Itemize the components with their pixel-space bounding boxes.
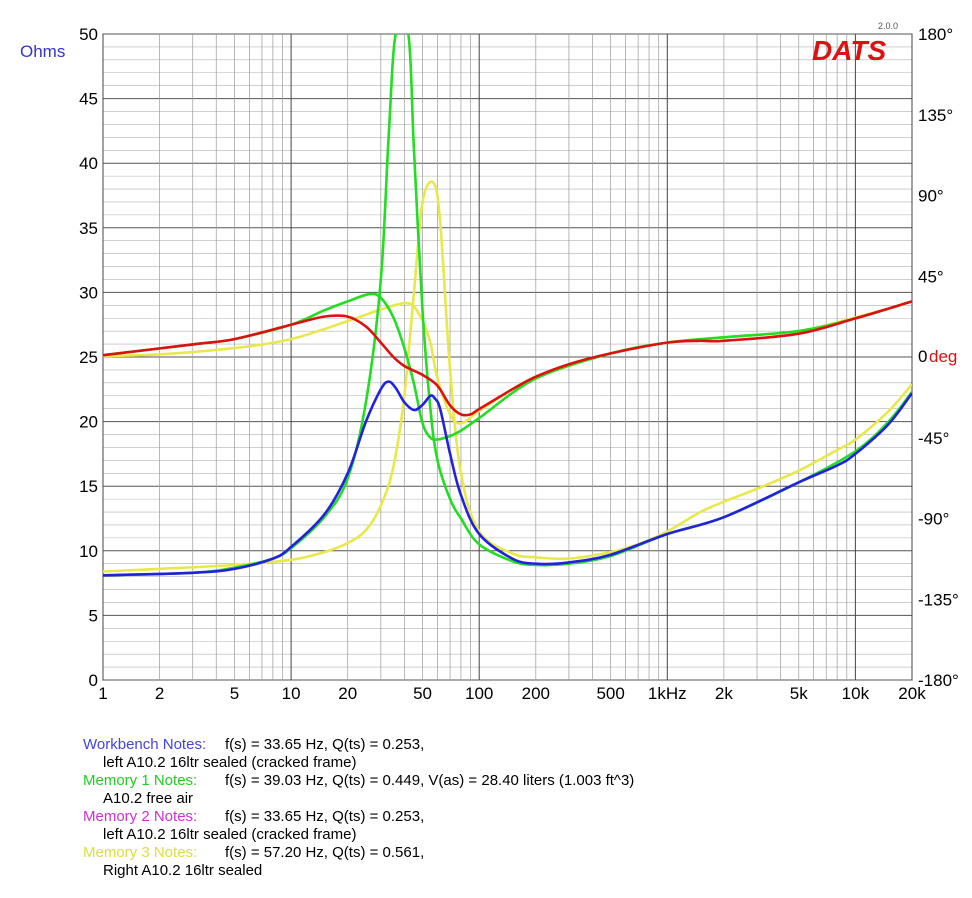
workbench-notes: Workbench Notes: f(s) = 33.65 Hz, Q(ts) =…	[83, 736, 634, 754]
grid	[102, 33, 913, 681]
y-right-tick-label: -180°	[918, 671, 959, 690]
y-right-tick-label: -135°	[918, 590, 959, 609]
left-axis-unit-label: Ohms	[20, 42, 65, 61]
right-axis-zero-label: 0	[918, 347, 927, 366]
y-right-tick-label: 45°	[918, 267, 944, 286]
y-left-tick-label: 50	[79, 25, 98, 44]
memory-1-notes-value: f(s) = 39.03 Hz, Q(ts) = 0.449, V(as) = …	[225, 772, 635, 789]
x-tick-label: 1kHz	[648, 684, 687, 703]
memory-1-notes: Memory 1 Notes: f(s) = 39.03 Hz, Q(ts) = …	[83, 772, 634, 790]
memory-3-notes-label: Memory 3 Notes:	[83, 844, 198, 861]
y-left-tick-label: 25	[79, 348, 98, 367]
y-left-tick-label: 5	[89, 606, 98, 625]
y-right-tick-label: -90°	[918, 510, 949, 529]
right-axis-unit-label: deg	[929, 347, 957, 366]
y-left-tick-label: 45	[79, 90, 98, 109]
workbench-notes-label: Workbench Notes:	[83, 736, 207, 753]
x-tick-label: 5	[230, 684, 239, 703]
y-left-tick-label: 35	[79, 219, 98, 238]
y-left-tick-label: 30	[79, 283, 98, 302]
y-right-tick-label: 135°	[918, 106, 953, 125]
memory-3-notes-sub: Right A10.2 16ltr sealed	[103, 862, 263, 879]
logo-version: 2.0.0	[878, 21, 898, 31]
series-line-5	[103, 300, 912, 417]
x-tick-label: 1	[98, 684, 107, 703]
x-tick-label: 5k	[790, 684, 808, 703]
memory-2-notes-sub: left A10.2 16ltr sealed (cracked frame)	[103, 826, 357, 843]
memory-2-notes-label: Memory 2 Notes:	[83, 808, 198, 825]
x-tick-label: 20	[338, 684, 357, 703]
memory-2-notes-value: f(s) = 33.65 Hz, Q(ts) = 0.253,	[225, 808, 425, 825]
memory-2-notes: Memory 2 Notes: f(s) = 33.65 Hz, Q(ts) = …	[83, 808, 634, 826]
y-right-tick-label: 90°	[918, 187, 944, 206]
series-line-0	[103, 180, 912, 573]
memory-3-notes-value: f(s) = 57.20 Hz, Q(ts) = 0.561,	[225, 844, 425, 861]
memory-3-notes: Memory 3 Notes: f(s) = 57.20 Hz, Q(ts) = …	[83, 844, 634, 862]
x-tick-label: 50	[413, 684, 432, 703]
series-line-4	[103, 380, 912, 577]
workbench-notes-value: f(s) = 33.65 Hz, Q(ts) = 0.253,	[225, 736, 425, 753]
x-tick-label: 10	[282, 684, 301, 703]
y-left-tick-label: 40	[79, 154, 98, 173]
y-right-tick-label: 180°	[918, 25, 953, 44]
x-tick-label: 20k	[898, 684, 926, 703]
x-tick-label: 500	[596, 684, 624, 703]
y-left-tick-label: 10	[79, 542, 98, 561]
dats-logo: DATS	[812, 35, 886, 66]
y-left-tick-label: 0	[89, 671, 98, 690]
x-tick-label: 200	[522, 684, 550, 703]
memory-1-notes-sub: A10.2 free air	[103, 790, 194, 807]
notes-panel: Workbench Notes: f(s) = 33.65 Hz, Q(ts) =…	[83, 736, 634, 880]
workbench-notes-sub: left A10.2 16ltr sealed (cracked frame)	[103, 754, 357, 771]
x-tick-label: 2k	[715, 684, 733, 703]
x-tick-label: 2	[155, 684, 164, 703]
x-tick-label: 10k	[842, 684, 870, 703]
y-right-tick-label: -45°	[918, 429, 949, 448]
series-line-3	[103, 292, 912, 442]
series-lines	[103, 34, 912, 577]
memory-1-notes-label: Memory 1 Notes:	[83, 772, 198, 789]
series-line-1	[103, 300, 912, 425]
x-tick-label: 100	[465, 684, 493, 703]
series-line-2	[103, 34, 912, 577]
y-left-tick-label: 15	[79, 477, 98, 496]
y-left-tick-label: 20	[79, 413, 98, 432]
